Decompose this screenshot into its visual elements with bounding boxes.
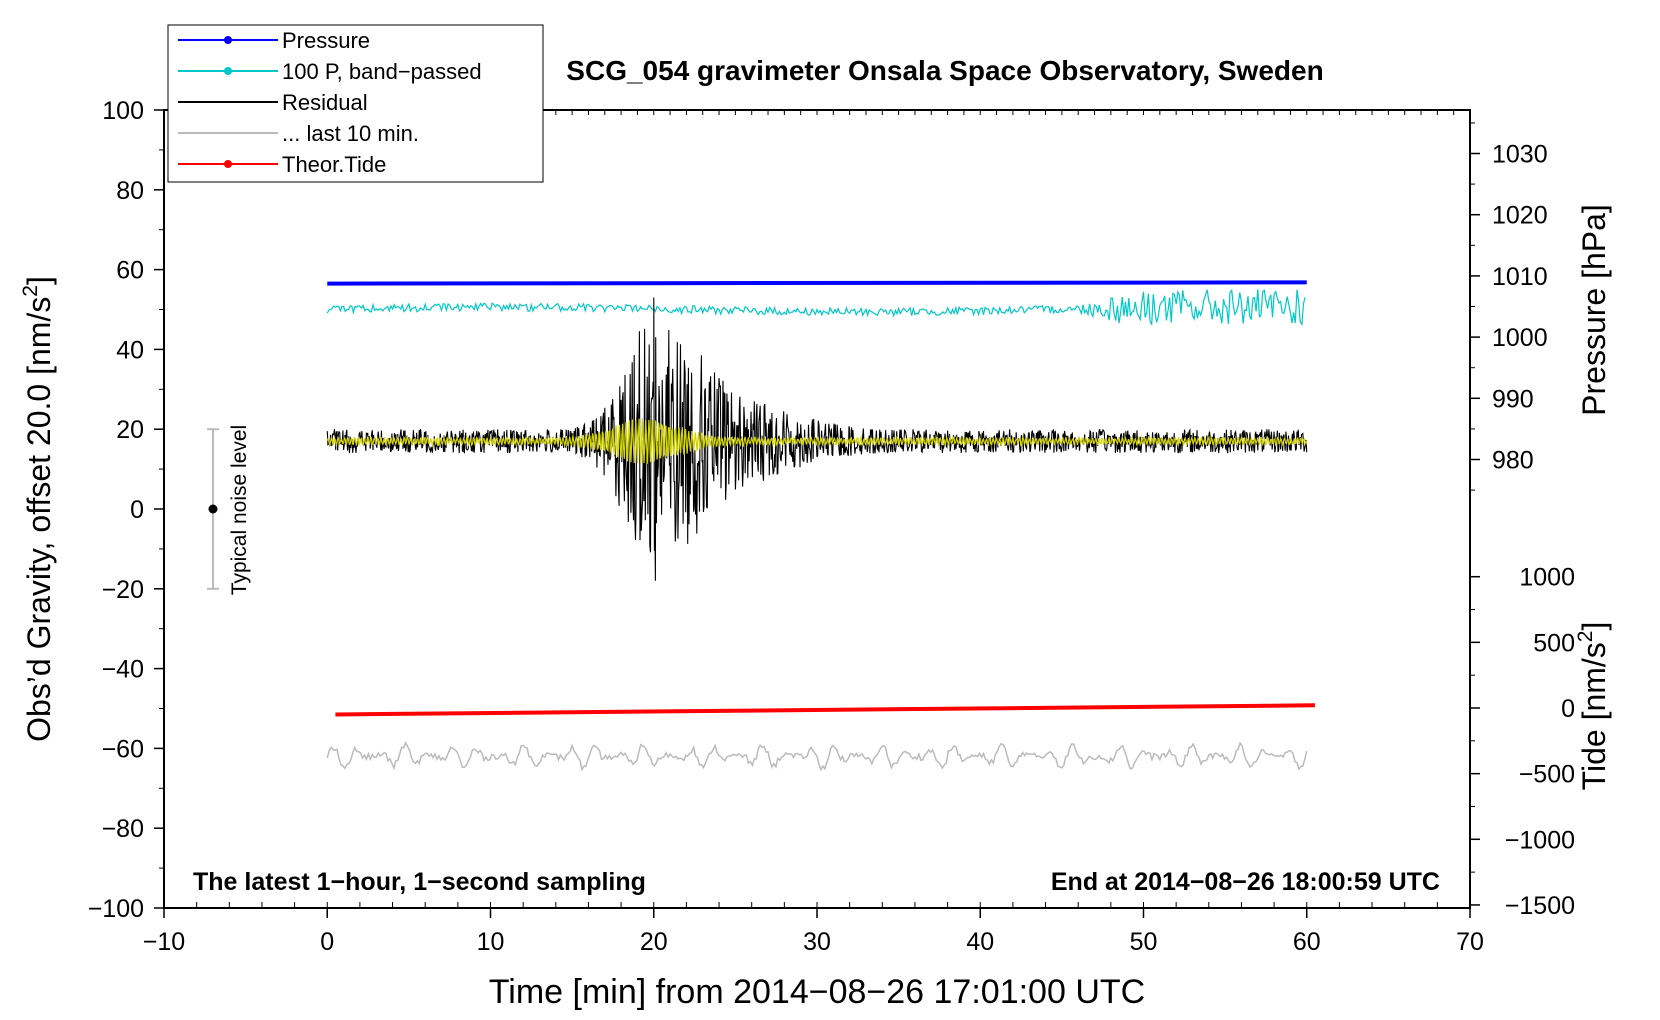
plot-frame — [163, 109, 1471, 909]
x-axis-label: Time [min] from 2014−08−26 17:01:00 UTC — [489, 973, 1145, 1011]
y-tick-label: −60 — [102, 735, 144, 763]
y-tick-label: 40 — [116, 336, 144, 364]
y-tick-label: 100 — [102, 97, 144, 125]
series-line-smoothed — [326, 418, 1308, 465]
legend-items: Pressure 100 P, band−passed Residual ... la… — [178, 28, 482, 177]
tide-tick-label: 0 — [1561, 695, 1575, 723]
series-line-last-10-min — [326, 740, 1308, 772]
x-tick-label: 10 — [477, 928, 505, 956]
chart-title: SCG_054 gravimeter Onsala Space Observat… — [566, 55, 1323, 86]
y-tick-label: 60 — [116, 257, 144, 285]
y-tick-label: 80 — [116, 177, 144, 205]
legend-marker — [224, 160, 232, 168]
tide-tick-label: −1500 — [1505, 892, 1575, 920]
y-axis-label-left: Obs’d Gravity, offset 20.0 [nm/s2] — [19, 276, 57, 742]
legend: Pressure 100 P, band−passed Residual ... la… — [167, 24, 544, 183]
pressure-tick-label: 1030 — [1492, 141, 1548, 169]
legend-marker — [224, 36, 232, 44]
y-tick-label: −100 — [88, 895, 144, 923]
axes-layer: −10 0 10 20 30 40 50 60 70−100−80−60−40−20020406… — [88, 97, 1575, 956]
y-axis-label-pressure: Pressure [hPa] — [1576, 204, 1612, 416]
legend-label: Pressure — [282, 28, 370, 53]
legend-box — [167, 24, 544, 183]
note-right: End at 2014−08−26 18:00:59 UTC — [1051, 868, 1440, 896]
y-tick-label: −80 — [102, 815, 144, 843]
note-left: The latest 1−hour, 1−second sampling — [193, 868, 646, 896]
x-tick-label: 50 — [1130, 928, 1158, 956]
y-tick-label: −40 — [102, 656, 144, 684]
series-line-tide — [335, 703, 1315, 717]
noise-bar-center — [208, 504, 218, 514]
noise-label: Typical noise level — [228, 425, 251, 595]
x-tick-label: 0 — [320, 928, 334, 956]
tide-tick-label: −500 — [1519, 761, 1575, 789]
legend-label: 100 P, band−passed — [282, 59, 482, 84]
tide-tick-label: 1000 — [1519, 564, 1575, 592]
x-tick-label: 30 — [803, 928, 831, 956]
tide-tick-label: −1000 — [1505, 826, 1575, 854]
tide-tick-label: 500 — [1533, 629, 1575, 657]
legend-label: ... last 10 min. — [282, 121, 419, 146]
x-tick-label: 70 — [1456, 928, 1484, 956]
pressure-tick-label: 990 — [1492, 385, 1534, 413]
x-tick-label: −10 — [143, 928, 185, 956]
x-tick-label: 60 — [1293, 928, 1321, 956]
y-tick-label: 20 — [116, 416, 144, 444]
x-tick-label: 40 — [966, 928, 994, 956]
pressure-tick-label: 980 — [1492, 447, 1534, 475]
pressure-tick-label: 1020 — [1492, 202, 1548, 230]
series-line-pressure — [327, 280, 1307, 286]
series-layer — [326, 280, 1315, 772]
y-axis-label-tide: Tide [nm/s2] — [1574, 622, 1612, 791]
legend-label: Theor.Tide — [282, 152, 386, 177]
y-tick-label: 0 — [130, 496, 144, 524]
pressure-tick-label: 1010 — [1492, 263, 1548, 291]
series-line-band-passed — [326, 288, 1306, 327]
noise-indicator — [206, 428, 219, 590]
legend-marker — [224, 67, 232, 75]
pressure-tick-label: 1000 — [1492, 324, 1548, 352]
x-tick-label: 20 — [640, 928, 668, 956]
legend-label: Residual — [282, 90, 368, 115]
y-tick-label: −20 — [102, 576, 144, 604]
